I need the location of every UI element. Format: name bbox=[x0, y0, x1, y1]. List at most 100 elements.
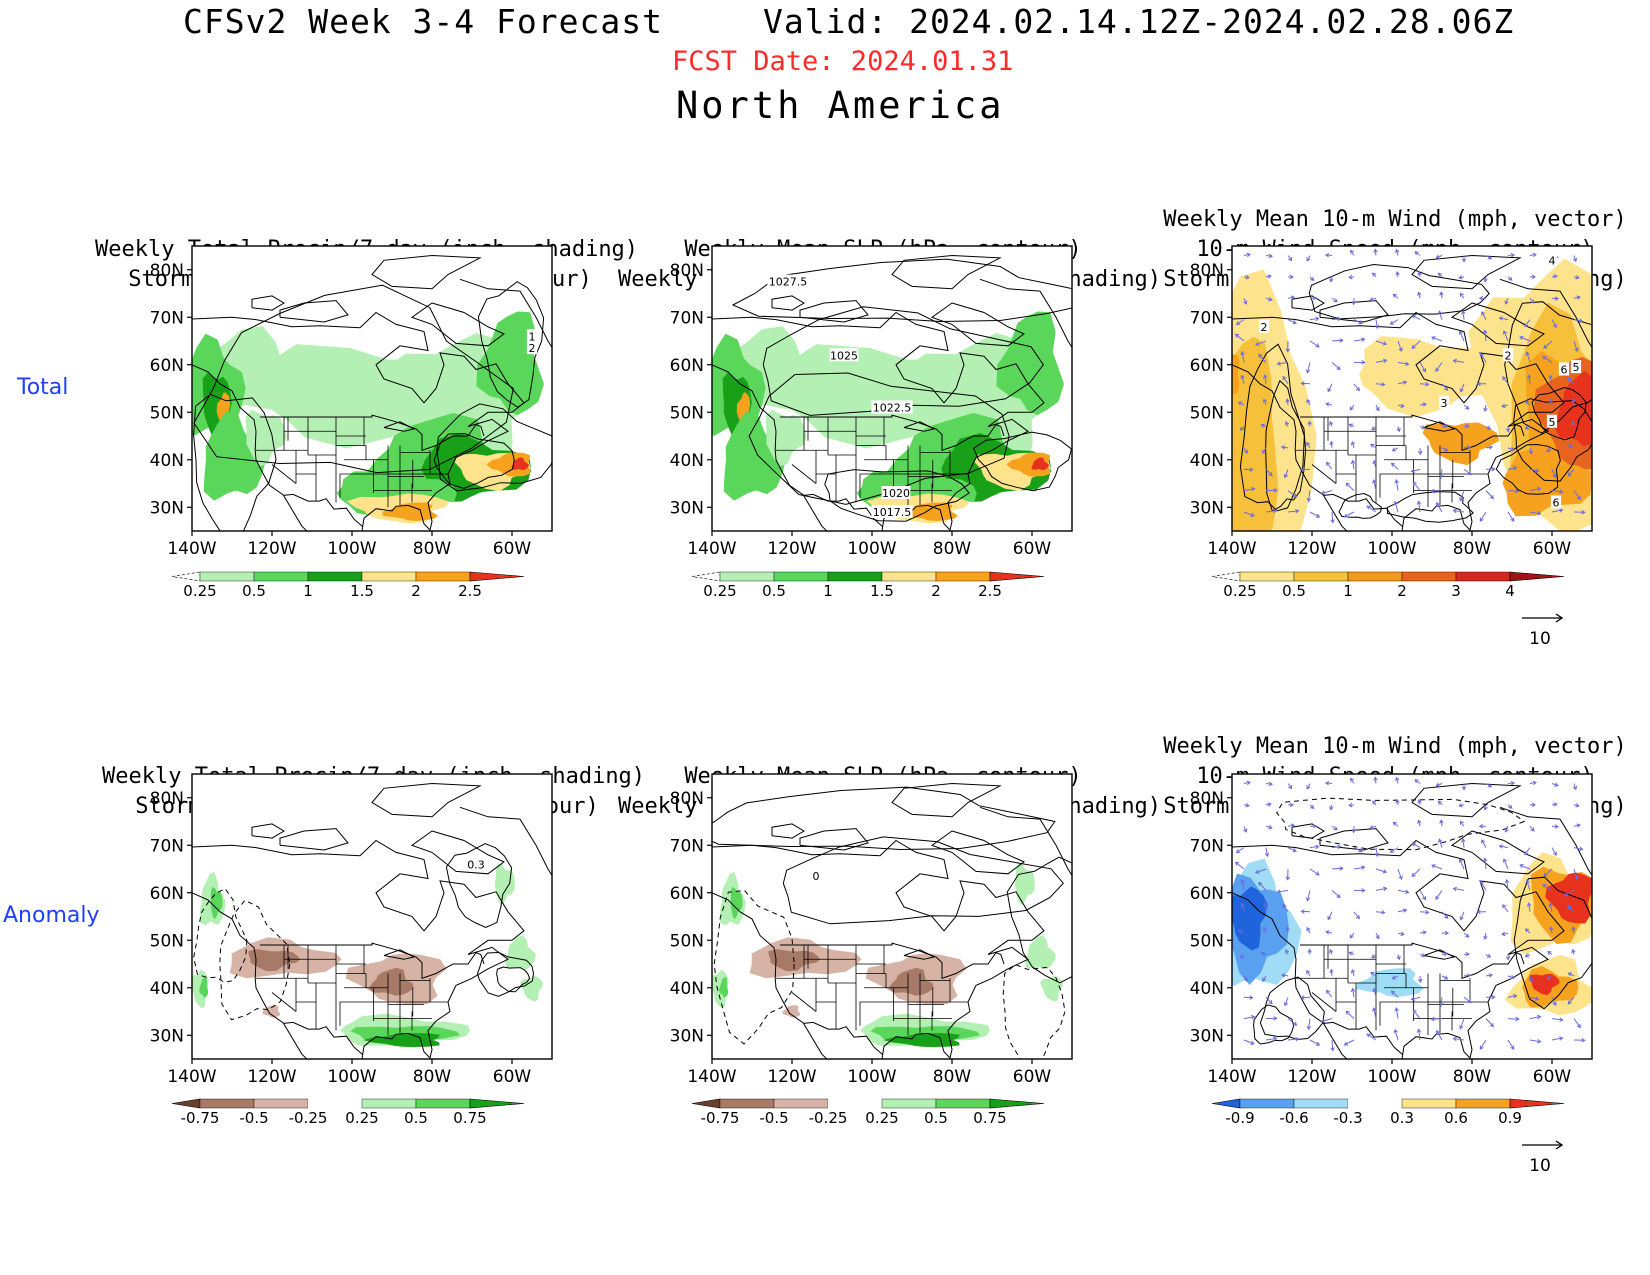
colorbar-label: -0.75 bbox=[181, 1109, 220, 1127]
wind-vector bbox=[1459, 330, 1465, 342]
wind-vector-head bbox=[1285, 348, 1291, 353]
wind-vector-head bbox=[1292, 320, 1297, 325]
wind-vector bbox=[1308, 1018, 1311, 1030]
wind-vector-head bbox=[1273, 508, 1278, 514]
colorbar-label: 2 bbox=[931, 582, 941, 600]
wind-vector-head bbox=[1487, 255, 1493, 260]
wind-vector-head bbox=[1532, 780, 1537, 786]
wind-vector-head bbox=[1235, 320, 1241, 325]
wind-vector-head bbox=[1371, 954, 1376, 959]
contour-line bbox=[1276, 797, 1526, 851]
wind-vector bbox=[1529, 511, 1541, 515]
wind-vector-head bbox=[1262, 398, 1268, 403]
wind-vector bbox=[1321, 1018, 1333, 1022]
wind-vector-head bbox=[1532, 252, 1537, 258]
wind-vector-head bbox=[1459, 1025, 1464, 1030]
wind-vector-head bbox=[1250, 512, 1255, 517]
wind-vector-head bbox=[1400, 931, 1405, 937]
colorbar-swatch bbox=[1401, 571, 1457, 582]
contour-label: 0.3 bbox=[467, 858, 485, 871]
wind-vector-head bbox=[1486, 425, 1492, 430]
colorbar-label: -0.5 bbox=[239, 1109, 268, 1127]
wind-vector-head bbox=[1501, 931, 1506, 937]
wind-vector bbox=[1282, 904, 1289, 913]
lat-tick-label: 60N bbox=[1190, 884, 1224, 904]
wind-vector-head bbox=[1501, 403, 1506, 409]
wind-vector bbox=[1462, 310, 1465, 320]
wind-vector-head bbox=[1549, 398, 1554, 403]
wind-vector bbox=[1573, 824, 1581, 827]
colorbar-label: 0.25 bbox=[865, 1109, 898, 1127]
wind-vector-head bbox=[1285, 949, 1290, 954]
wind-vector bbox=[1431, 864, 1443, 870]
wind-vector bbox=[1479, 1039, 1487, 1050]
wind-vector bbox=[1331, 362, 1341, 370]
wind-vector bbox=[1395, 249, 1399, 256]
wind-vector bbox=[1284, 469, 1289, 478]
wind-vector-head bbox=[1515, 1016, 1520, 1022]
wind-vector bbox=[1507, 254, 1515, 256]
wind-vector-head bbox=[1452, 1036, 1457, 1042]
wind-vector-head bbox=[1552, 851, 1557, 857]
wind-vector-head bbox=[1262, 374, 1268, 379]
wind-vector-head bbox=[1361, 865, 1366, 870]
wind-vector-head bbox=[1382, 341, 1388, 346]
map-frame bbox=[1231, 773, 1593, 1060]
wind-vector bbox=[1366, 1033, 1377, 1041]
wind-vector bbox=[1462, 838, 1465, 848]
wind-vector bbox=[1309, 511, 1320, 518]
wind-vector bbox=[1551, 509, 1563, 513]
contour-label-bg bbox=[464, 857, 488, 871]
figure-title: CFSv2 Week 3-4 Forecast bbox=[183, 2, 663, 41]
wind-vector-head bbox=[1526, 374, 1532, 379]
coastline bbox=[712, 311, 1045, 531]
colorbar-swatch bbox=[1239, 1098, 1295, 1109]
wind-vector-head bbox=[1417, 819, 1422, 824]
wind-vector bbox=[1507, 1018, 1519, 1020]
wind-vector-head bbox=[1327, 915, 1332, 921]
wind-vector bbox=[1453, 1037, 1465, 1041]
colorbar-swatch bbox=[1239, 571, 1295, 582]
wind-vector-head bbox=[1394, 1007, 1399, 1012]
wind-vector bbox=[1243, 1039, 1255, 1045]
map-plot: 0.3 80N 70N 60N 50N 40N 30N 140W 120W 100W 80W 60W bbox=[150, 773, 553, 1087]
state-border bbox=[1311, 992, 1337, 1012]
wind-vector-head bbox=[1312, 295, 1318, 301]
wind-vector bbox=[1287, 1038, 1299, 1041]
wind-vector-head bbox=[1369, 825, 1374, 830]
wind-vector bbox=[1262, 447, 1267, 454]
wind-vector bbox=[1255, 340, 1267, 346]
wind-vector-head bbox=[1422, 368, 1426, 373]
wind-vector-head bbox=[1576, 1023, 1581, 1029]
region-title: North America bbox=[676, 84, 1005, 127]
wind-vector-head bbox=[1482, 857, 1488, 862]
wind-vector-head bbox=[1458, 858, 1463, 863]
wind-vector bbox=[1306, 890, 1311, 901]
wind-vector-head bbox=[1566, 377, 1572, 382]
lat-tick-label: 40N bbox=[1190, 451, 1224, 471]
wind-vector-head bbox=[1481, 839, 1486, 844]
wind-vector bbox=[1286, 399, 1289, 406]
wind-vector-head bbox=[1436, 502, 1440, 507]
coastline bbox=[1450, 830, 1545, 875]
wind-vector bbox=[1286, 927, 1289, 934]
wind-vector-head bbox=[1525, 351, 1530, 356]
contour-label-bg bbox=[1570, 360, 1582, 374]
wind-vector bbox=[1287, 490, 1297, 498]
shaded-region bbox=[883, 1033, 960, 1047]
wind-vector-head bbox=[1349, 934, 1354, 939]
wind-vector bbox=[1507, 490, 1519, 492]
contour-label-bg bbox=[810, 869, 822, 883]
wind-vector-head bbox=[1268, 253, 1274, 259]
colorbar-label: 0.5 bbox=[1282, 582, 1306, 600]
wind-vector bbox=[1463, 996, 1472, 1003]
colorbar-swatch bbox=[691, 1098, 721, 1109]
wind-vector-head bbox=[1234, 861, 1240, 866]
wind-vector bbox=[1373, 1008, 1377, 1019]
colorbar-swatch bbox=[1455, 571, 1511, 582]
wind-vector-head bbox=[1267, 274, 1272, 279]
country-border bbox=[780, 414, 1005, 451]
lon-tick-label: 60W bbox=[493, 1067, 532, 1087]
lat-tick-label: 30N bbox=[1190, 498, 1224, 518]
wind-vector bbox=[1235, 333, 1245, 342]
